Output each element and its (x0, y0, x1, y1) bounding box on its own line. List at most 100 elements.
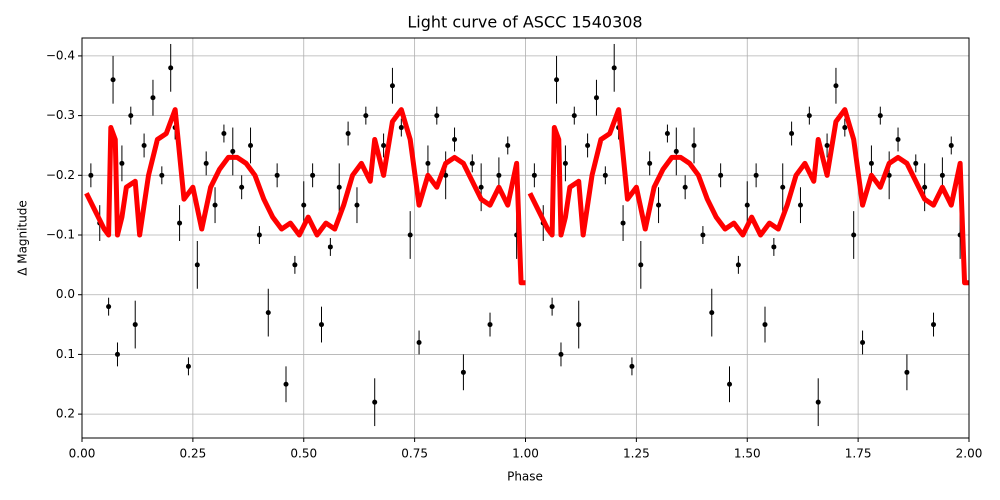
data-point (318, 322, 324, 328)
data-point (886, 172, 892, 178)
data-point (868, 160, 874, 166)
data-point (381, 142, 387, 148)
data-point (460, 369, 466, 375)
data-point (860, 339, 866, 345)
data-point (647, 160, 653, 166)
data-point (549, 304, 555, 310)
binned-curve (84, 107, 969, 286)
data-point (931, 322, 937, 328)
plot-frame (81, 37, 970, 439)
data-point (88, 172, 94, 178)
data-point (150, 95, 156, 101)
data-point (735, 262, 741, 268)
data-point (185, 363, 191, 369)
data-point (283, 381, 289, 387)
x-tick-label: 0.25 (180, 447, 207, 461)
data-point (571, 113, 577, 119)
data-point (797, 202, 803, 208)
data-point (904, 369, 910, 375)
data-point (554, 77, 560, 83)
data-point (842, 125, 848, 131)
x-tick-label: 1.50 (734, 447, 761, 461)
data-point (265, 310, 271, 316)
data-point (629, 363, 635, 369)
data-point (913, 160, 919, 166)
y-tick-label: −0.2 (46, 168, 75, 182)
data-point (505, 142, 511, 148)
data-point (159, 172, 165, 178)
y-tick-label: 0.2 (56, 407, 75, 421)
data-point (327, 244, 333, 250)
data-point (114, 351, 120, 357)
data-point (128, 113, 134, 119)
data-point (593, 95, 599, 101)
data-point (727, 381, 733, 387)
data-point (177, 220, 183, 226)
data-point (106, 304, 112, 310)
data-point (301, 202, 307, 208)
data-point (780, 184, 786, 190)
data-point (168, 65, 174, 71)
data-point (119, 160, 125, 166)
data-point (425, 160, 431, 166)
data-point (691, 142, 697, 148)
data-point (443, 172, 449, 178)
data-point (141, 142, 147, 148)
data-point (620, 220, 626, 226)
data-point (895, 136, 901, 142)
data-point (753, 172, 759, 178)
x-axis-label: Phase (507, 470, 543, 484)
data-point (469, 160, 475, 166)
x-tick-label: 1.25 (623, 447, 650, 461)
data-point (744, 202, 750, 208)
data-point (585, 142, 591, 148)
data-point (718, 172, 724, 178)
data-point (806, 113, 812, 119)
data-point (709, 310, 715, 316)
data-point (110, 77, 116, 83)
data-point (230, 148, 236, 154)
data-point (611, 65, 617, 71)
data-point (354, 202, 360, 208)
data-point (851, 232, 857, 238)
data-point (248, 142, 254, 148)
data-point (664, 131, 670, 137)
data-point (194, 262, 200, 268)
data-point (656, 202, 662, 208)
x-tick-label: 1.75 (845, 447, 872, 461)
x-tick-label: 0.00 (69, 447, 96, 461)
y-tick-label: −0.1 (46, 228, 75, 242)
data-point (496, 172, 502, 178)
y-axis-label: Δ Magnitude (16, 200, 30, 276)
data-point (336, 184, 342, 190)
data-point (221, 131, 227, 137)
data-point (416, 339, 422, 345)
data-point (203, 160, 209, 166)
chart-title: Light curve of ASCC 1540308 (407, 13, 642, 32)
data-point (682, 184, 688, 190)
data-point (345, 131, 351, 137)
data-point (372, 399, 378, 405)
data-point (789, 131, 795, 137)
data-point (389, 83, 395, 89)
y-tick-label: 0.0 (56, 287, 75, 301)
data-point (815, 399, 821, 405)
data-point (212, 202, 218, 208)
data-point (638, 262, 644, 268)
data-point (398, 125, 404, 131)
x-tick-label: 2.00 (956, 447, 983, 461)
x-tick-label: 0.75 (401, 447, 428, 461)
data-point (274, 172, 280, 178)
data-point (824, 142, 830, 148)
data-point (939, 172, 945, 178)
data-point (877, 113, 883, 119)
data-point (833, 83, 839, 89)
data-point (363, 113, 369, 119)
data-point (434, 113, 440, 119)
data-point (602, 172, 608, 178)
data-point (478, 184, 484, 190)
y-tick-label: −0.3 (46, 108, 75, 122)
data-point (132, 322, 138, 328)
data-point (673, 148, 679, 154)
